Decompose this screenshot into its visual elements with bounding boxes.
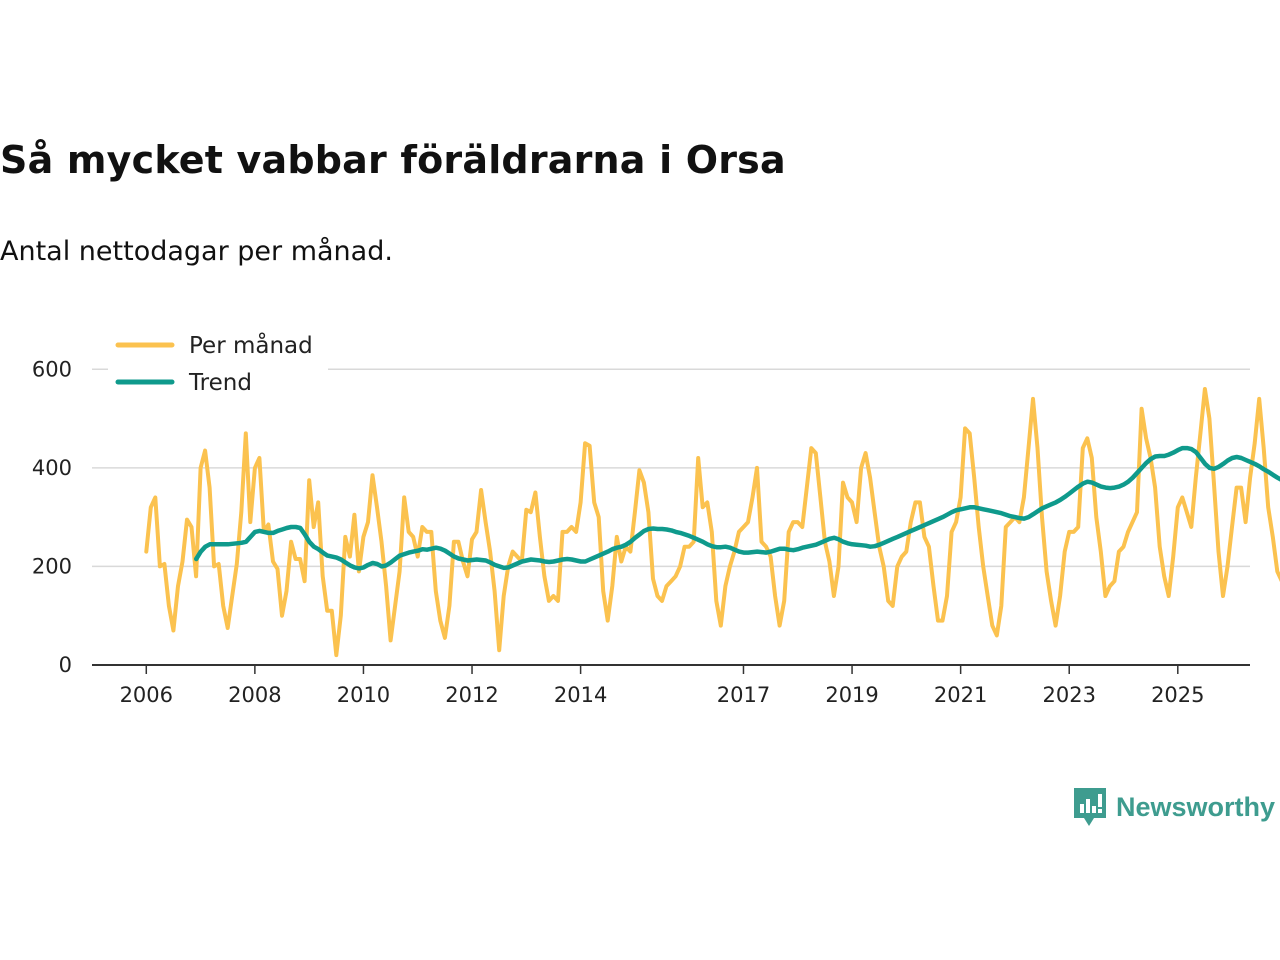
x-tick-label: 2008 xyxy=(228,683,281,707)
x-tick-label: 2010 xyxy=(337,683,390,707)
brand-name: Newsworthy xyxy=(1116,791,1276,822)
brand-logo: Newsworthy xyxy=(1072,786,1275,828)
y-tick-label: 400 xyxy=(32,456,72,480)
line-chart: Per månad Trend 0 200 400 600 2006 2008 2010 20… xyxy=(32,330,1280,707)
newsworthy-logo-icon xyxy=(1074,788,1106,826)
legend-label-trend: Trend xyxy=(188,370,252,396)
chart-subtitle: Antal nettodagar per månad. xyxy=(0,236,393,267)
y-tick-label: 200 xyxy=(32,554,72,578)
x-tick-label: 2019 xyxy=(825,683,878,707)
y-tick-label: 600 xyxy=(32,357,72,381)
x-tick-label: 2021 xyxy=(934,683,987,707)
x-tick-label: 2014 xyxy=(554,683,607,707)
x-tick-label: 2006 xyxy=(120,683,173,707)
y-tick-label: 0 xyxy=(59,653,72,677)
legend: Per månad Trend xyxy=(108,330,328,406)
series-line-per-manad xyxy=(144,387,1280,658)
axes: 0 200 400 600 2006 2008 2010 2012 2014 2017 2019 20… xyxy=(32,357,1250,707)
x-tick-label: 2017 xyxy=(717,683,770,707)
x-tick-label: 2023 xyxy=(1042,683,1095,707)
legend-label-per-manad: Per månad xyxy=(189,331,313,359)
series-lines xyxy=(144,387,1280,658)
chart-title: Så mycket vabbar föräldrarna i Orsa xyxy=(0,138,786,182)
x-tick-label: 2025 xyxy=(1151,683,1204,707)
series-line-trend xyxy=(193,445,1280,571)
x-tick-label: 2012 xyxy=(445,683,498,707)
